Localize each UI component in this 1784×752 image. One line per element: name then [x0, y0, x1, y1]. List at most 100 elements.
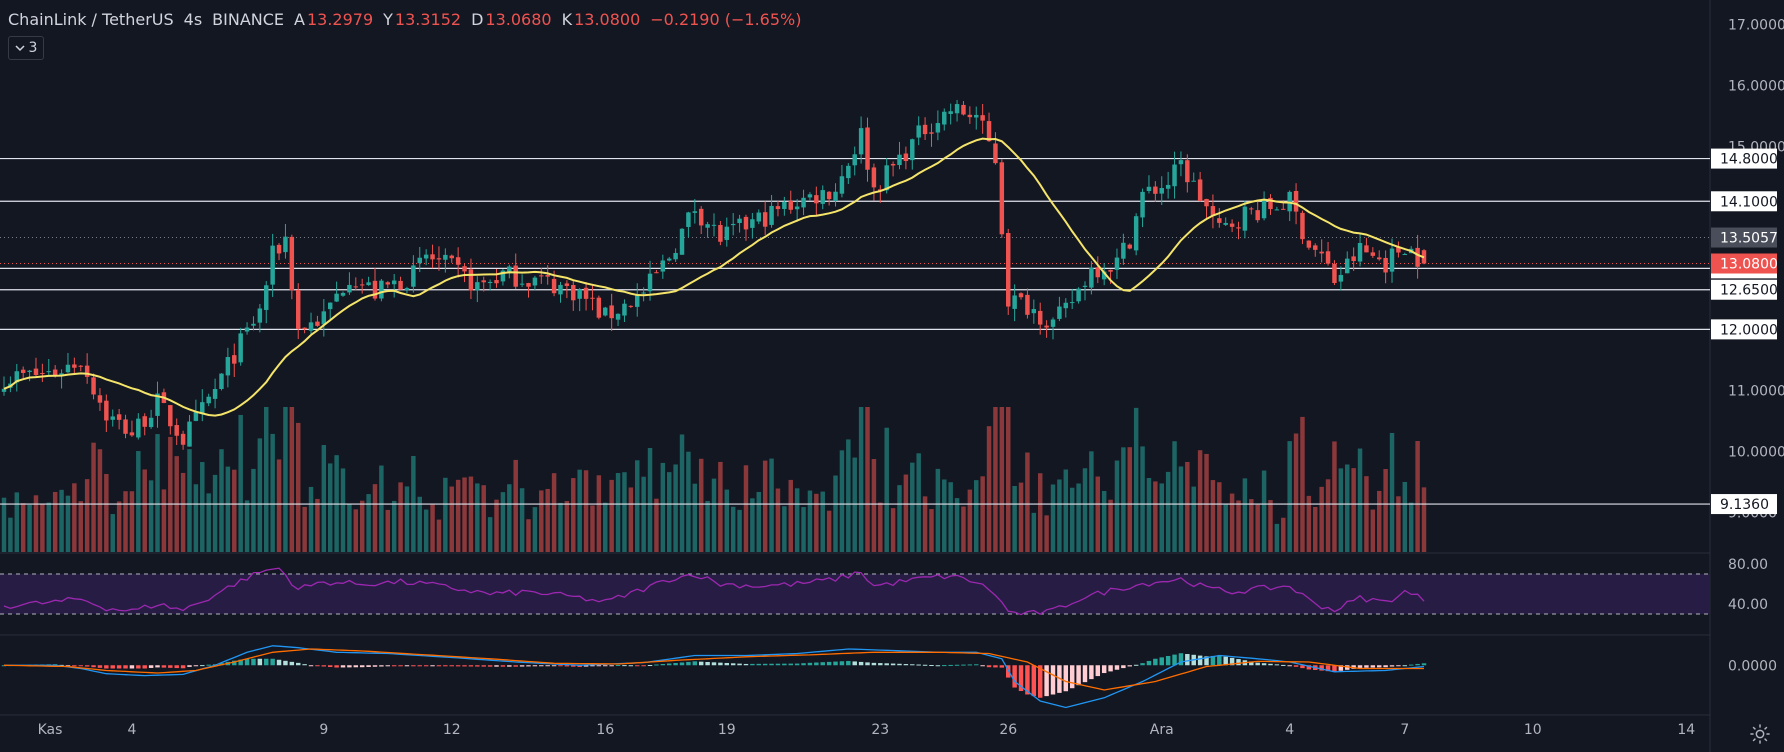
rsi-band — [0, 574, 1710, 614]
macd-histogram-bar — [238, 659, 243, 666]
macd-histogram-bar — [775, 663, 781, 666]
volume-bar — [353, 509, 359, 552]
candle-body — [264, 285, 269, 310]
time-tick-label: 26 — [999, 722, 1017, 738]
volume-bar — [1236, 500, 1241, 552]
candle-body — [289, 236, 295, 291]
volume-bar — [1242, 478, 1248, 552]
candle-body — [1018, 293, 1024, 298]
candle-body — [1376, 257, 1382, 260]
volume-bar — [1012, 485, 1017, 552]
macd-histogram-bar — [814, 662, 819, 666]
volume-bar — [1345, 464, 1350, 552]
mid-price-tag — [1711, 227, 1777, 248]
volume-bar — [238, 414, 243, 552]
price-tick-label: 16.0000 — [1728, 78, 1784, 94]
open-value: 13.2979 — [306, 9, 374, 29]
macd-histogram-bar — [1159, 657, 1164, 666]
macd-histogram-bar — [417, 665, 422, 667]
candle-body — [232, 355, 237, 364]
mid-price-label: 13.5057 — [1720, 231, 1778, 247]
volume-bar — [264, 407, 269, 552]
macd-histogram-bar — [206, 664, 211, 666]
macd-histogram-bar — [1108, 665, 1113, 672]
macd-histogram-bar — [999, 665, 1005, 668]
volume-bar — [1076, 483, 1081, 552]
candle-body — [104, 400, 109, 421]
macd-histogram-bar — [180, 665, 186, 669]
volume-bar — [1165, 471, 1171, 552]
volume-bar — [743, 465, 749, 552]
candle-body — [711, 224, 717, 226]
settings-gear-icon[interactable] — [1746, 720, 1774, 748]
rsi-tick-label: 80.00 — [1728, 557, 1768, 573]
volume-bar — [340, 468, 346, 552]
candle-body — [1146, 186, 1152, 192]
candle-body — [590, 297, 595, 299]
volume-bar — [622, 472, 627, 552]
candle-body — [1249, 208, 1254, 210]
time-tick-label: 4 — [1285, 722, 1294, 738]
macd-histogram-bar — [1396, 665, 1401, 667]
volume-bar — [980, 476, 985, 552]
candle-body — [564, 283, 570, 286]
candle-body — [97, 395, 103, 403]
candle-body — [398, 280, 403, 290]
volume-bar — [142, 469, 147, 552]
macd-histogram-bar — [1114, 665, 1120, 670]
macd-histogram-bar — [545, 665, 550, 667]
candle-body — [1274, 209, 1280, 211]
level-price-tag — [1711, 148, 1777, 169]
indicator-toggle-button[interactable]: 3 — [8, 36, 44, 60]
macd-histogram-bar — [302, 664, 307, 666]
volume-bar — [244, 500, 250, 552]
symbol-title[interactable]: ChainLink / TetherUS — [8, 9, 174, 29]
candle-body — [308, 322, 314, 331]
volume-bar — [148, 480, 154, 552]
candle-body — [1383, 257, 1388, 273]
macd-histogram-bar — [1031, 665, 1037, 697]
macd-histogram-bar — [673, 662, 678, 666]
interval-label[interactable]: 4s — [183, 9, 203, 29]
candle-body — [814, 195, 819, 204]
candle-body — [500, 270, 506, 282]
candle-body — [858, 128, 864, 155]
candle-body — [577, 289, 582, 299]
volume-bar — [1408, 502, 1414, 552]
macd-histogram-bar — [321, 665, 327, 667]
macd-histogram-bar — [1249, 661, 1254, 666]
candle-body — [475, 282, 480, 291]
macd-histogram-bar — [1325, 665, 1331, 672]
macd-histogram-bar — [1383, 665, 1388, 668]
candle-body — [417, 257, 422, 264]
candle-body — [1133, 216, 1139, 251]
candle-body — [1255, 210, 1260, 221]
volume-bar — [558, 502, 563, 552]
candle-body — [142, 416, 147, 427]
volume-bar — [251, 468, 256, 552]
candle-body — [1402, 254, 1408, 256]
macd-histogram-bar — [897, 663, 902, 666]
volume-bar — [487, 517, 493, 552]
macd-histogram-bar — [1101, 665, 1107, 674]
volume-bar — [481, 485, 486, 552]
volume-bar — [922, 496, 928, 552]
candle-body — [1261, 198, 1267, 219]
macd-histogram-bar — [347, 665, 352, 668]
exchange-label: BINANCE — [212, 9, 285, 29]
macd-histogram-bar — [692, 661, 698, 666]
volume-bar — [673, 464, 678, 552]
macd-histogram-bar — [78, 665, 83, 667]
candle-body — [916, 125, 921, 138]
volume-bar — [603, 502, 608, 552]
macd-histogram-bar — [97, 665, 103, 668]
macd-histogram-bar — [359, 665, 365, 668]
macd-histogram-bar — [929, 665, 934, 667]
macd-histogram-bar — [276, 659, 282, 666]
high-value: 13.3152 — [394, 9, 462, 29]
macd-histogram-bar — [1012, 665, 1017, 688]
candle-body — [993, 143, 998, 164]
macd-histogram-bar — [500, 665, 506, 667]
candle-body — [193, 412, 199, 421]
